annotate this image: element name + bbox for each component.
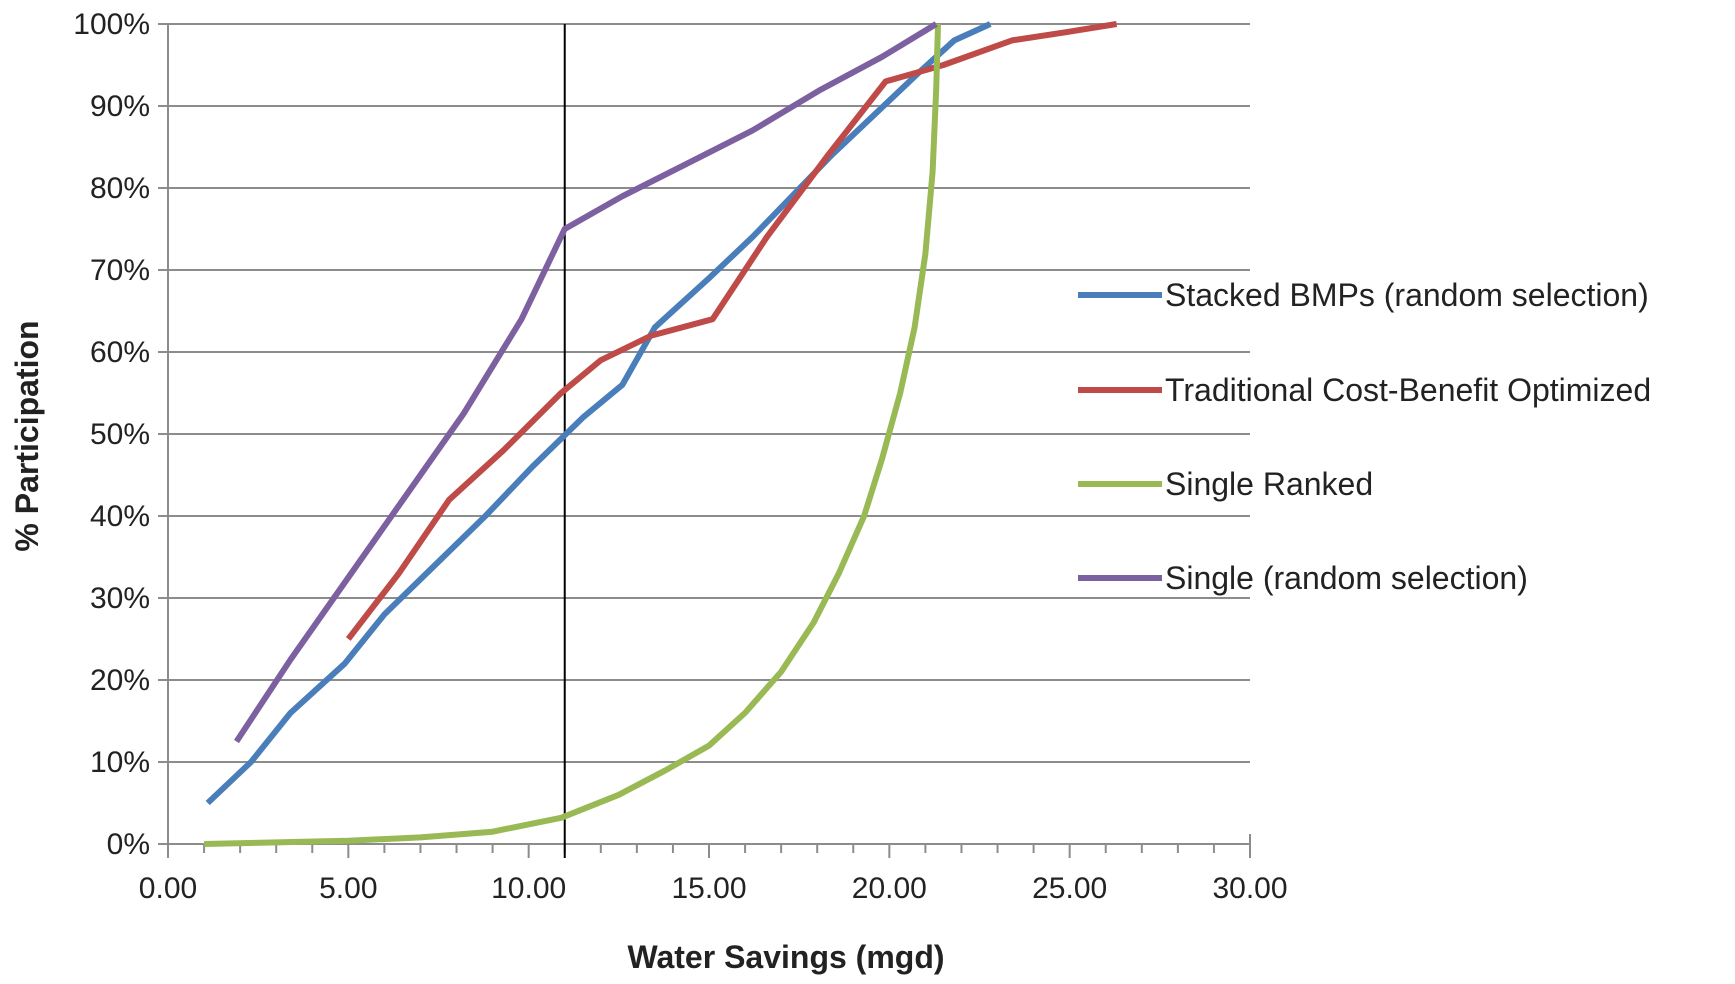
x-tick-label: 30.00 [1212, 872, 1287, 905]
y-tick-label: 60% [90, 336, 150, 369]
y-tick-label: 30% [90, 582, 150, 615]
y-tick-label: 0% [107, 828, 150, 861]
y-tick-label: 20% [90, 664, 150, 697]
legend-label: Traditional Cost-Benefit Optimized [1165, 372, 1651, 408]
legend: Stacked BMPs (random selection) Tradition… [1078, 277, 1651, 596]
y-tick-label: 70% [90, 254, 150, 287]
x-tick-label: 10.00 [491, 872, 566, 905]
series-lines [204, 21, 1118, 847]
axes [158, 23, 1251, 858]
y-tick-label: 100% [73, 8, 150, 41]
tick-labels: 0% 10% 20% 30% 40% 50% 60% 70% 80% 90% 100% 0.00 5.0… [73, 8, 1287, 905]
series-line-4 [233, 21, 938, 744]
y-axis-title: % Participation [9, 320, 45, 551]
x-tick-label: 25.00 [1032, 872, 1107, 905]
series-line-1 [205, 21, 992, 806]
y-tick-label: 40% [90, 500, 150, 533]
x-axis-title: Water Savings (mgd) [627, 939, 944, 975]
y-tick-label: 90% [90, 90, 150, 123]
x-tick-label: 20.00 [852, 872, 927, 905]
gridlines [168, 23, 1250, 763]
series-line-3 [204, 23, 941, 847]
legend-label: Stacked BMPs (random selection) [1165, 277, 1649, 313]
y-tick-label: 80% [90, 172, 150, 205]
y-tick-label: 10% [90, 746, 150, 779]
x-tick-label: 5.00 [319, 872, 377, 905]
x-tick-label: 15.00 [671, 872, 746, 905]
legend-label: Single Ranked [1165, 466, 1373, 502]
legend-label: Single (random selection) [1165, 560, 1528, 596]
series-line-2 [345, 21, 1118, 641]
y-tick-label: 50% [90, 418, 150, 451]
x-tick-label: 0.00 [139, 872, 197, 905]
